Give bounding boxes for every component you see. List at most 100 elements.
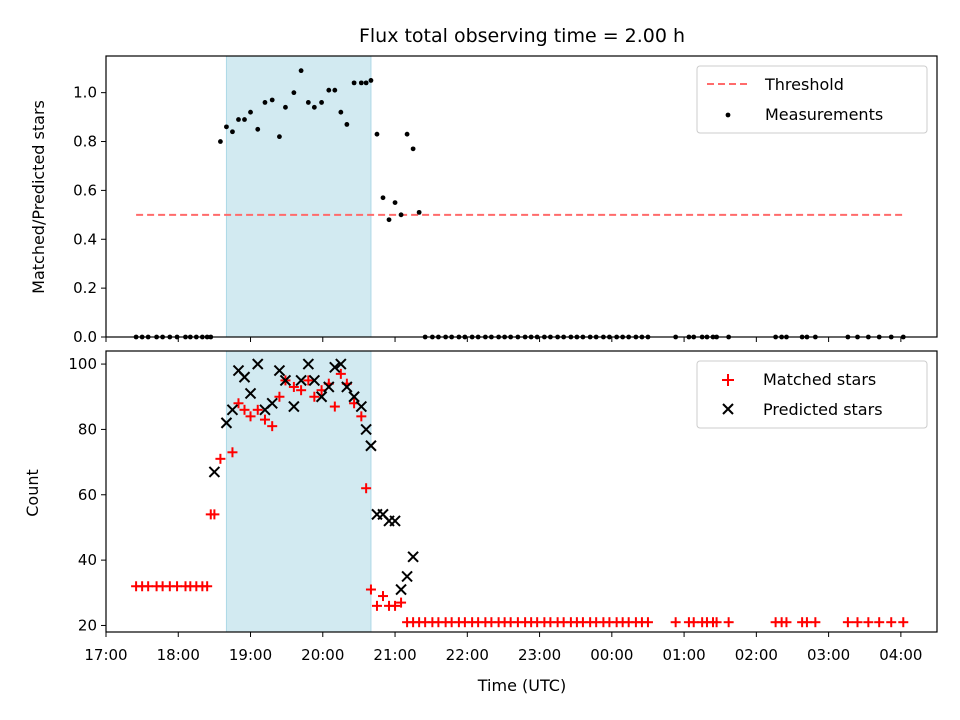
predicted-star-point <box>295 374 307 387</box>
top-panel: 0.0 0.2 0.4 0.6 0.8 1.0 Matched/Predicted sta… <box>29 55 938 346</box>
x-tick-label: 21:00 <box>373 646 416 664</box>
x-tick-label: 20:00 <box>301 646 344 664</box>
matched-star-point <box>215 453 226 464</box>
measurement-point <box>305 100 311 105</box>
measurement-point <box>255 126 261 132</box>
matched-star-point <box>723 617 734 628</box>
predicted-star-point <box>252 358 264 370</box>
matched-star-point <box>296 385 307 396</box>
top-y-tick-label: 0.2 <box>73 279 97 297</box>
matched-star-point <box>233 398 244 409</box>
matched-star-point <box>259 414 270 425</box>
bottom-y-axis-label: Count <box>23 469 42 517</box>
top-y-axis-label: Matched/Predicted stars <box>29 100 48 294</box>
measurement-point <box>338 109 344 115</box>
matched-star-point <box>252 404 263 415</box>
measurement-point <box>332 87 338 93</box>
measurement-point <box>404 131 410 137</box>
predicted-legend-swatch <box>722 403 734 415</box>
measurement-point <box>311 104 317 110</box>
matched-star-point <box>688 617 699 628</box>
predicted-star-point <box>323 381 335 393</box>
predicted-star-point <box>315 391 328 403</box>
matched-star-point <box>371 600 382 611</box>
bottom-axes-frame <box>105 350 938 633</box>
x-tick-label: 00:00 <box>590 646 633 664</box>
matched-star-point <box>239 404 250 415</box>
predicted-legend-label: Predicted stars <box>763 400 883 419</box>
measurement-point <box>368 78 374 83</box>
predicted-star-point <box>389 515 401 527</box>
matched-star-point <box>810 617 821 628</box>
predicted-star-point <box>208 466 221 478</box>
bottom-panel: 20 40 60 80 100 17:00 18:00 19:00 20:00 21:00 22:0… <box>23 350 938 695</box>
matched-star-point <box>781 617 792 628</box>
measurement-point <box>326 87 332 93</box>
bottom-y-tick-label: 80 <box>78 420 97 438</box>
top-legend-box <box>696 65 928 134</box>
measurement-point <box>283 104 288 110</box>
measurement-point <box>358 80 364 86</box>
predicted-star-point <box>279 374 292 387</box>
predicted-star-point <box>302 358 315 370</box>
top-y-tick-label: 0.8 <box>73 133 97 151</box>
predicted-star-point <box>335 358 347 370</box>
top-y-tick-label: 0.6 <box>73 181 97 199</box>
observing-window-band <box>225 55 372 338</box>
top-y-tick-label: 0.0 <box>73 328 97 346</box>
matched-star-point <box>227 447 238 458</box>
matched-star-point <box>842 617 853 628</box>
measurements-legend-label: Measurements <box>765 105 883 124</box>
measurement-point <box>386 217 392 223</box>
matched-star-point <box>898 617 909 628</box>
top-axes-frame <box>105 55 938 338</box>
measurement-point <box>269 97 275 103</box>
matched-legend-label: Matched stars <box>763 370 876 389</box>
matched-star-point <box>852 617 863 628</box>
matched-star-point <box>274 391 285 402</box>
measurement-point <box>277 134 282 140</box>
matched-star-point <box>396 597 407 608</box>
x-axis-label: Time (UTC) <box>477 676 566 695</box>
predicted-star-point <box>273 364 286 377</box>
measurement-point <box>218 139 223 144</box>
x-tick-label: 18:00 <box>157 646 200 664</box>
matched-star-point <box>172 581 183 592</box>
top-y-tick-label: 1.0 <box>73 84 97 102</box>
predicted-star-point <box>360 423 372 436</box>
measurement-point <box>410 146 416 152</box>
measurement-point <box>374 131 380 137</box>
matched-star-point <box>143 581 154 592</box>
measurement-point <box>392 200 398 206</box>
chart-title: Flux total observing time = 2.00 h <box>359 25 685 47</box>
predicted-star-point <box>226 404 239 416</box>
measurement-point <box>291 90 297 96</box>
measurement-point <box>242 117 247 122</box>
predicted-star-point <box>348 391 360 403</box>
predicted-star-point <box>220 417 233 429</box>
predicted-star-point <box>395 583 407 596</box>
matched-star-point <box>886 617 897 628</box>
predicted-star-point <box>238 371 251 383</box>
top-legend: Threshold Measurements <box>696 65 928 134</box>
matched-star-point <box>863 617 874 628</box>
measurements-legend-swatch <box>725 112 731 118</box>
x-tick-label: 19:00 <box>229 646 272 664</box>
measurement-point <box>319 100 324 105</box>
bottom-legend: Matched stars Predicted stars <box>696 360 928 429</box>
x-tick-label: 01:00 <box>662 646 705 664</box>
matched-star-point <box>356 411 367 422</box>
bottom-legend-box <box>696 360 928 429</box>
matched-star-point <box>801 617 812 628</box>
matched-star-point <box>670 617 681 628</box>
bottom-y-tick-label: 20 <box>78 616 97 634</box>
predicted-star-point <box>244 387 257 400</box>
matched-star-point <box>202 581 213 592</box>
matched-star-point <box>303 375 314 386</box>
measurement-point <box>363 80 369 86</box>
bottom-y-tick-label: 60 <box>78 486 97 504</box>
measurement-point <box>236 117 241 122</box>
predicted-star-point <box>329 361 341 374</box>
x-tick-label: 02:00 <box>735 646 778 664</box>
matched-star-point <box>309 391 320 402</box>
